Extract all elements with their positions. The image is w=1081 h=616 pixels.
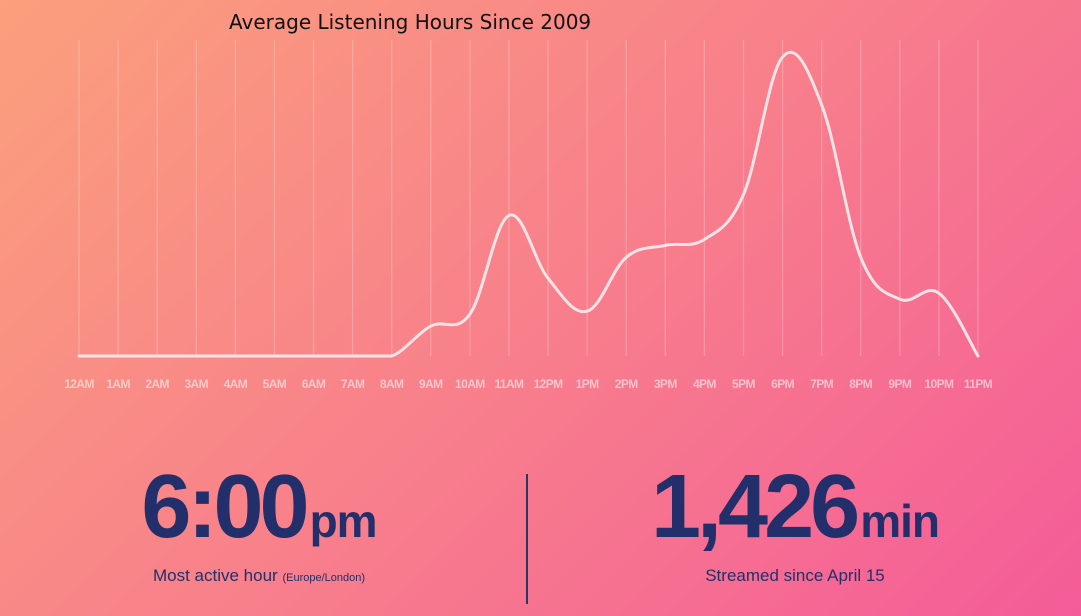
minutes-streamed-stat: 1,426min Streamed since April 15 <box>575 462 1015 586</box>
x-tick-label: 3PM <box>654 377 677 391</box>
x-tick-label: 9PM <box>888 377 911 391</box>
x-tick-label: 5AM <box>263 377 287 391</box>
listening-hours-chart: 12AM 1AM 2AM 3AM 4AM 5AM 6AM 7AM 8AM 9AM 10AM 11AM 1… <box>64 40 993 391</box>
grid-lines <box>78 40 979 356</box>
stats-divider <box>526 474 528 604</box>
most-active-hour-caption-row: Most active hour (Europe/London) <box>39 566 479 586</box>
x-tick-label: 10PM <box>924 377 954 391</box>
x-tick-label: 1AM <box>106 377 130 391</box>
x-tick-label: 8AM <box>380 377 404 391</box>
x-tick-label: 4AM <box>224 377 248 391</box>
most-active-hour-caption: Most active hour <box>152 566 278 585</box>
most-active-hour-value: 6:00 <box>141 457 309 557</box>
x-tick-label: 6AM <box>302 377 326 391</box>
series-line <box>77 50 980 358</box>
most-active-hour-unit: pm <box>309 495 378 547</box>
minutes-streamed-caption-row: Streamed since April 15 <box>575 566 1015 586</box>
minutes-streamed-caption: Streamed since April 15 <box>705 566 885 585</box>
x-tick-label: 2PM <box>615 377 638 391</box>
x-tick-label: 5PM <box>732 377 755 391</box>
x-tick-label: 11AM <box>494 377 524 391</box>
x-tick-label: 2AM <box>145 377 169 391</box>
x-tick-label: 9AM <box>419 377 443 391</box>
minutes-streamed-value-row: 1,426min <box>575 462 1015 552</box>
x-tick-label: 12PM <box>534 377 564 391</box>
chart-title: Average Listening Hours Since 2009 <box>229 10 592 34</box>
x-tick-labels: 12AM 1AM 2AM 3AM 4AM 5AM 6AM 7AM 8AM 9AM 10AM 11AM 1… <box>64 377 993 391</box>
x-tick-label: 4PM <box>693 377 716 391</box>
x-tick-label: 6PM <box>771 377 794 391</box>
series-line-group <box>77 50 980 358</box>
x-tick-label: 11PM <box>964 377 993 391</box>
x-tick-label: 12AM <box>64 377 94 391</box>
x-tick-label: 10AM <box>455 377 485 391</box>
minutes-streamed-unit: min <box>860 495 940 547</box>
x-tick-label: 1PM <box>576 377 599 391</box>
most-active-hour-stat: 6:00pm Most active hour (Europe/London) <box>39 462 479 586</box>
timezone-note: (Europe/London) <box>282 572 366 584</box>
x-tick-label: 8PM <box>849 377 872 391</box>
x-tick-label: 7AM <box>341 377 365 391</box>
most-active-hour-value-row: 6:00pm <box>39 462 479 552</box>
x-tick-label: 7PM <box>810 377 833 391</box>
minutes-streamed-value: 1,426 <box>650 457 860 557</box>
x-tick-label: 3AM <box>184 377 208 391</box>
